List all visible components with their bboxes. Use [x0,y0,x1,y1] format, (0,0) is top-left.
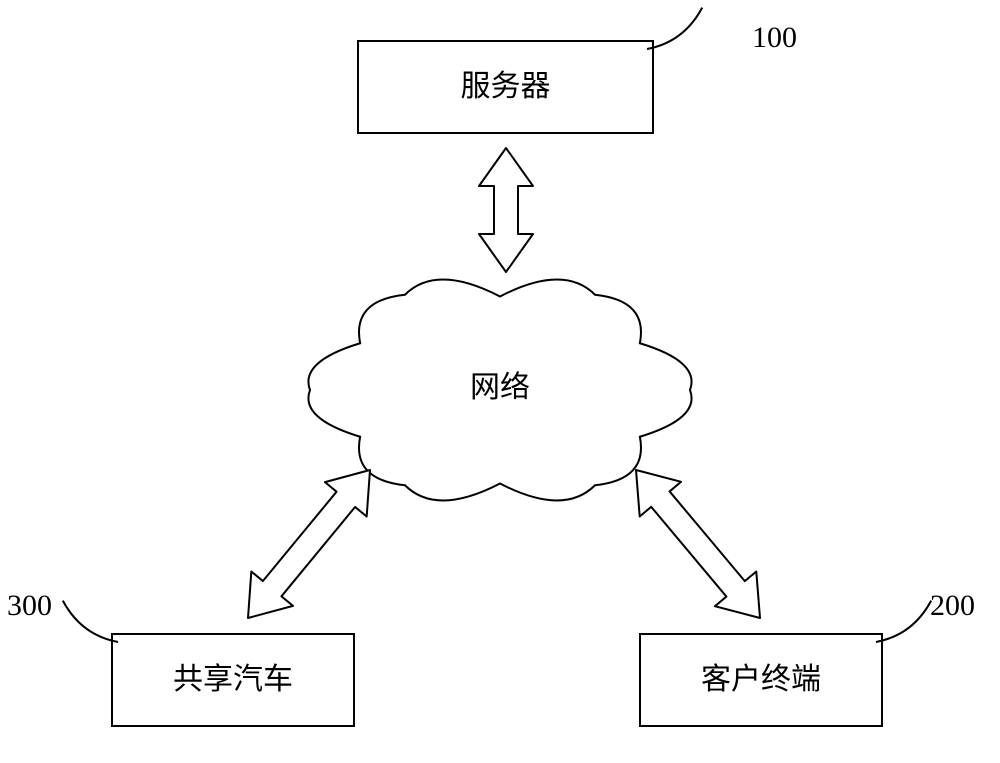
client-terminal-box-label: 客户终端 [701,663,821,696]
arrow-cloud-car [248,470,370,618]
callout-300-leader [63,601,118,642]
arrow-server-cloud [479,148,533,272]
diagram-canvas: 服务器网络共享汽车 客户终端 100 200 300 [0,0,1000,763]
callout-100-number: 100 [752,21,797,54]
callout-200-leader [876,601,931,642]
callout-100-leader [647,8,702,49]
network-cloud-label: 网络 [470,371,530,404]
arrow-cloud-client [636,470,760,618]
shared-car-box-label: 共享汽车 [173,663,293,696]
callout-300-number: 300 [7,589,52,622]
server-box-label: 服务器 [461,70,551,103]
callout-200-number: 200 [930,589,975,622]
